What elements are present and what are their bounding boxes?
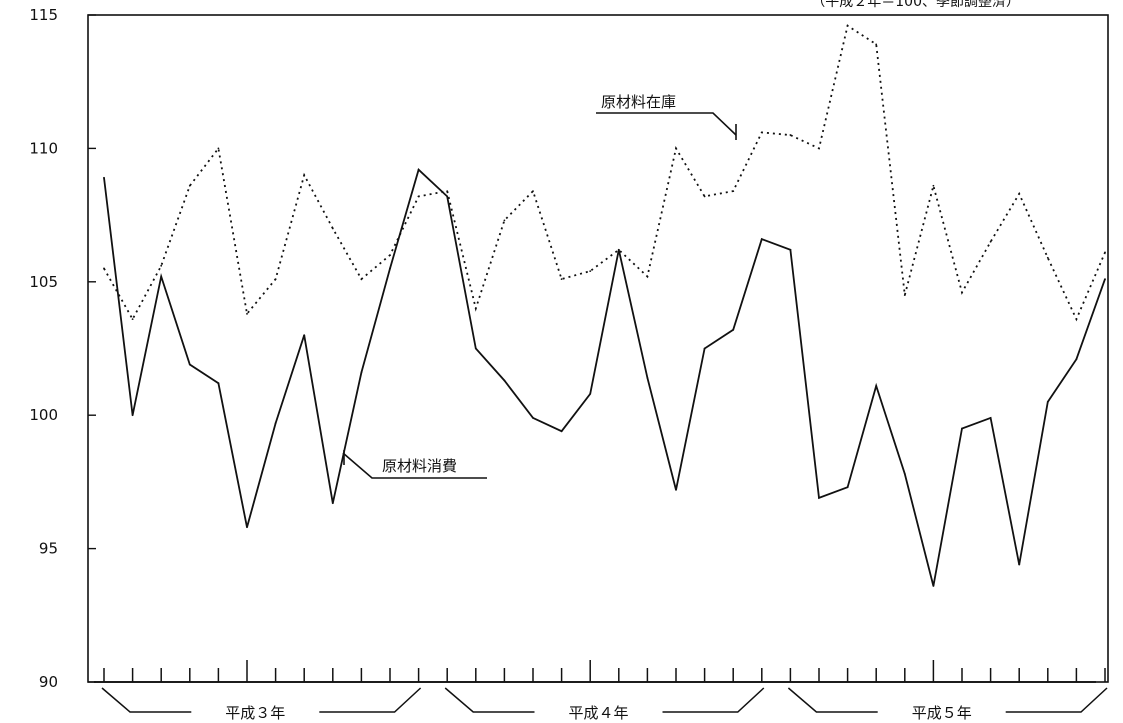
inventory-point <box>589 270 592 273</box>
year-bracket-right <box>662 687 765 713</box>
inventory-point <box>932 184 935 187</box>
inventory-point <box>760 131 763 134</box>
inventory-point <box>703 195 706 198</box>
inventory-point <box>846 24 849 27</box>
consumption-point <box>503 379 506 382</box>
year-bracket-right <box>319 687 422 713</box>
consumption-point <box>103 176 105 179</box>
annotation-layer: 原材料在庫 原材料消費 <box>342 93 737 479</box>
inventory-point <box>646 275 649 278</box>
consumption-point <box>760 238 763 241</box>
inventory-point <box>331 227 334 230</box>
inventory-label-leader <box>596 112 737 136</box>
y-axis: 90 95 100 105 110 115 <box>29 6 96 691</box>
series-layer <box>103 24 1106 587</box>
consumption-point <box>646 376 649 379</box>
consumption-point <box>617 248 620 251</box>
consumption-point <box>1075 358 1078 361</box>
consumption-point <box>789 248 792 251</box>
year-bracket-right <box>1005 687 1108 713</box>
consumption-point <box>446 195 449 198</box>
inventory-point <box>961 291 963 294</box>
consumption-point <box>1018 563 1021 566</box>
consumption-point <box>274 422 277 425</box>
consumption-point <box>675 489 677 491</box>
inventory-series-label: 原材料在庫 <box>601 93 676 111</box>
inventory-point <box>474 307 477 310</box>
consumption-point <box>389 267 391 270</box>
consumption-point <box>131 414 134 417</box>
consumption-point <box>903 472 906 475</box>
consumption-point <box>560 430 563 433</box>
consumption-point <box>818 497 820 499</box>
inventory-point <box>818 147 820 150</box>
year-label: 平成３年 <box>225 704 285 722</box>
consumption-point <box>1104 278 1106 281</box>
inventory-point <box>274 278 277 281</box>
inventory-point <box>875 43 878 46</box>
inventory-point <box>160 264 163 267</box>
consumption-point <box>703 347 706 350</box>
year-label: 平成５年 <box>912 704 972 722</box>
consumption-point <box>303 334 306 337</box>
consumption-point <box>360 371 363 374</box>
consumption-point <box>532 416 534 419</box>
consumption-point <box>474 347 477 350</box>
inventory-point <box>217 147 220 150</box>
consumption-point <box>188 363 191 366</box>
consumption-point <box>217 382 220 385</box>
inventory-point <box>246 312 248 315</box>
inventory-point <box>131 318 134 321</box>
inventory-point <box>1018 192 1021 195</box>
inventory-point <box>532 190 534 192</box>
x-axis: 平成３年 平成４年 平成５年 <box>94 660 1108 722</box>
year-bracket-left <box>101 687 192 713</box>
consumption-point <box>875 384 878 387</box>
consumption-point <box>961 427 963 430</box>
inventory-point <box>303 174 306 176</box>
inventory-point <box>1075 318 1078 321</box>
inventory-point <box>675 147 677 150</box>
y-tick-label: 100 <box>29 406 58 424</box>
inventory-point <box>188 184 191 187</box>
inventory-point <box>503 219 506 222</box>
inventory-point <box>732 190 735 192</box>
consumption-point <box>1046 400 1049 403</box>
y-tick-label: 90 <box>39 673 58 691</box>
consumption-point <box>417 168 420 171</box>
consumption-point <box>246 526 248 529</box>
consumption-point <box>989 416 992 419</box>
y-tick-label: 115 <box>29 6 58 24</box>
consumption-series-line <box>103 168 1106 587</box>
plot-frame <box>87 14 1109 683</box>
inventory-series-line <box>103 24 1106 322</box>
consumption-point <box>732 328 735 331</box>
inventory-point <box>789 134 792 136</box>
consumption-label-leader <box>342 452 487 479</box>
consumption-point <box>932 585 935 587</box>
consumption-point <box>846 486 849 489</box>
consumption-point <box>331 502 334 505</box>
year-bracket-left <box>787 687 878 713</box>
consumption-point <box>160 275 163 278</box>
inventory-point <box>103 267 105 270</box>
consumption-series-label: 原材料消費 <box>382 457 457 475</box>
inventory-point <box>446 190 449 192</box>
header-note: （平成２年＝100、季節調整済） <box>811 0 1020 10</box>
inventory-point <box>1104 251 1106 254</box>
consumption-point <box>589 392 592 395</box>
inventory-point <box>560 278 563 281</box>
inventory-point <box>1046 256 1049 259</box>
year-bracket-left <box>444 687 535 713</box>
y-tick-label: 110 <box>29 139 58 157</box>
inventory-point <box>389 254 391 257</box>
inventory-point <box>417 195 420 198</box>
inventory-point <box>903 294 906 297</box>
year-label: 平成４年 <box>568 704 628 722</box>
y-tick-label: 105 <box>29 273 58 291</box>
inventory-point <box>989 240 992 243</box>
y-tick-label: 95 <box>39 540 58 558</box>
inventory-point <box>360 278 363 281</box>
